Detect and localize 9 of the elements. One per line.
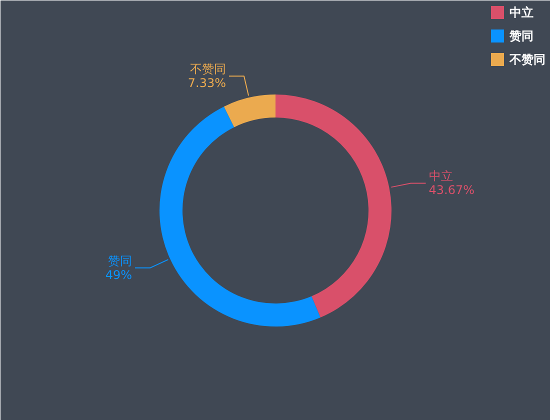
legend-label: 中立 bbox=[510, 6, 534, 20]
data-label: 7.33% bbox=[188, 76, 226, 90]
slice-label: 赞同 bbox=[108, 254, 132, 268]
data-label: 49% bbox=[105, 268, 132, 282]
slice-label: 中立 bbox=[428, 169, 453, 184]
legend-label: 赞同 bbox=[508, 29, 534, 43]
data-label: 43.67% bbox=[428, 183, 475, 198]
slice-label: 不赞同 bbox=[190, 62, 226, 76]
legend-label: 不赞同 bbox=[508, 52, 546, 66]
